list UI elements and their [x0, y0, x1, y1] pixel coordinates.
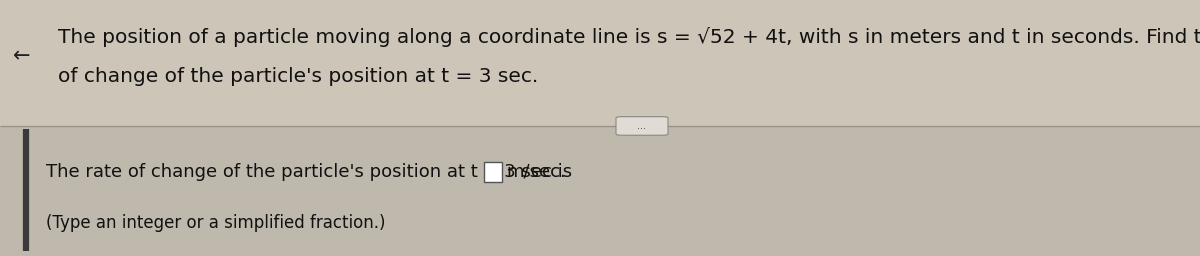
Text: m/sec.: m/sec. — [506, 163, 566, 180]
Bar — [484, 162, 502, 182]
Text: The position of a particle moving along a coordinate line is s = √52 + 4t, with : The position of a particle moving along … — [58, 27, 1200, 47]
Bar — [0, 0, 1200, 126]
Text: of change of the particle's position at t = 3 sec.: of change of the particle's position at … — [58, 67, 538, 86]
Text: ←: ← — [13, 46, 30, 66]
Text: The rate of change of the particle's position at t = 3 sec is: The rate of change of the particle's pos… — [46, 163, 571, 180]
FancyBboxPatch shape — [616, 117, 668, 135]
Text: ...: ... — [637, 121, 647, 131]
Bar — [0, 126, 1200, 256]
Text: (Type an integer or a simplified fraction.): (Type an integer or a simplified fractio… — [46, 214, 385, 232]
